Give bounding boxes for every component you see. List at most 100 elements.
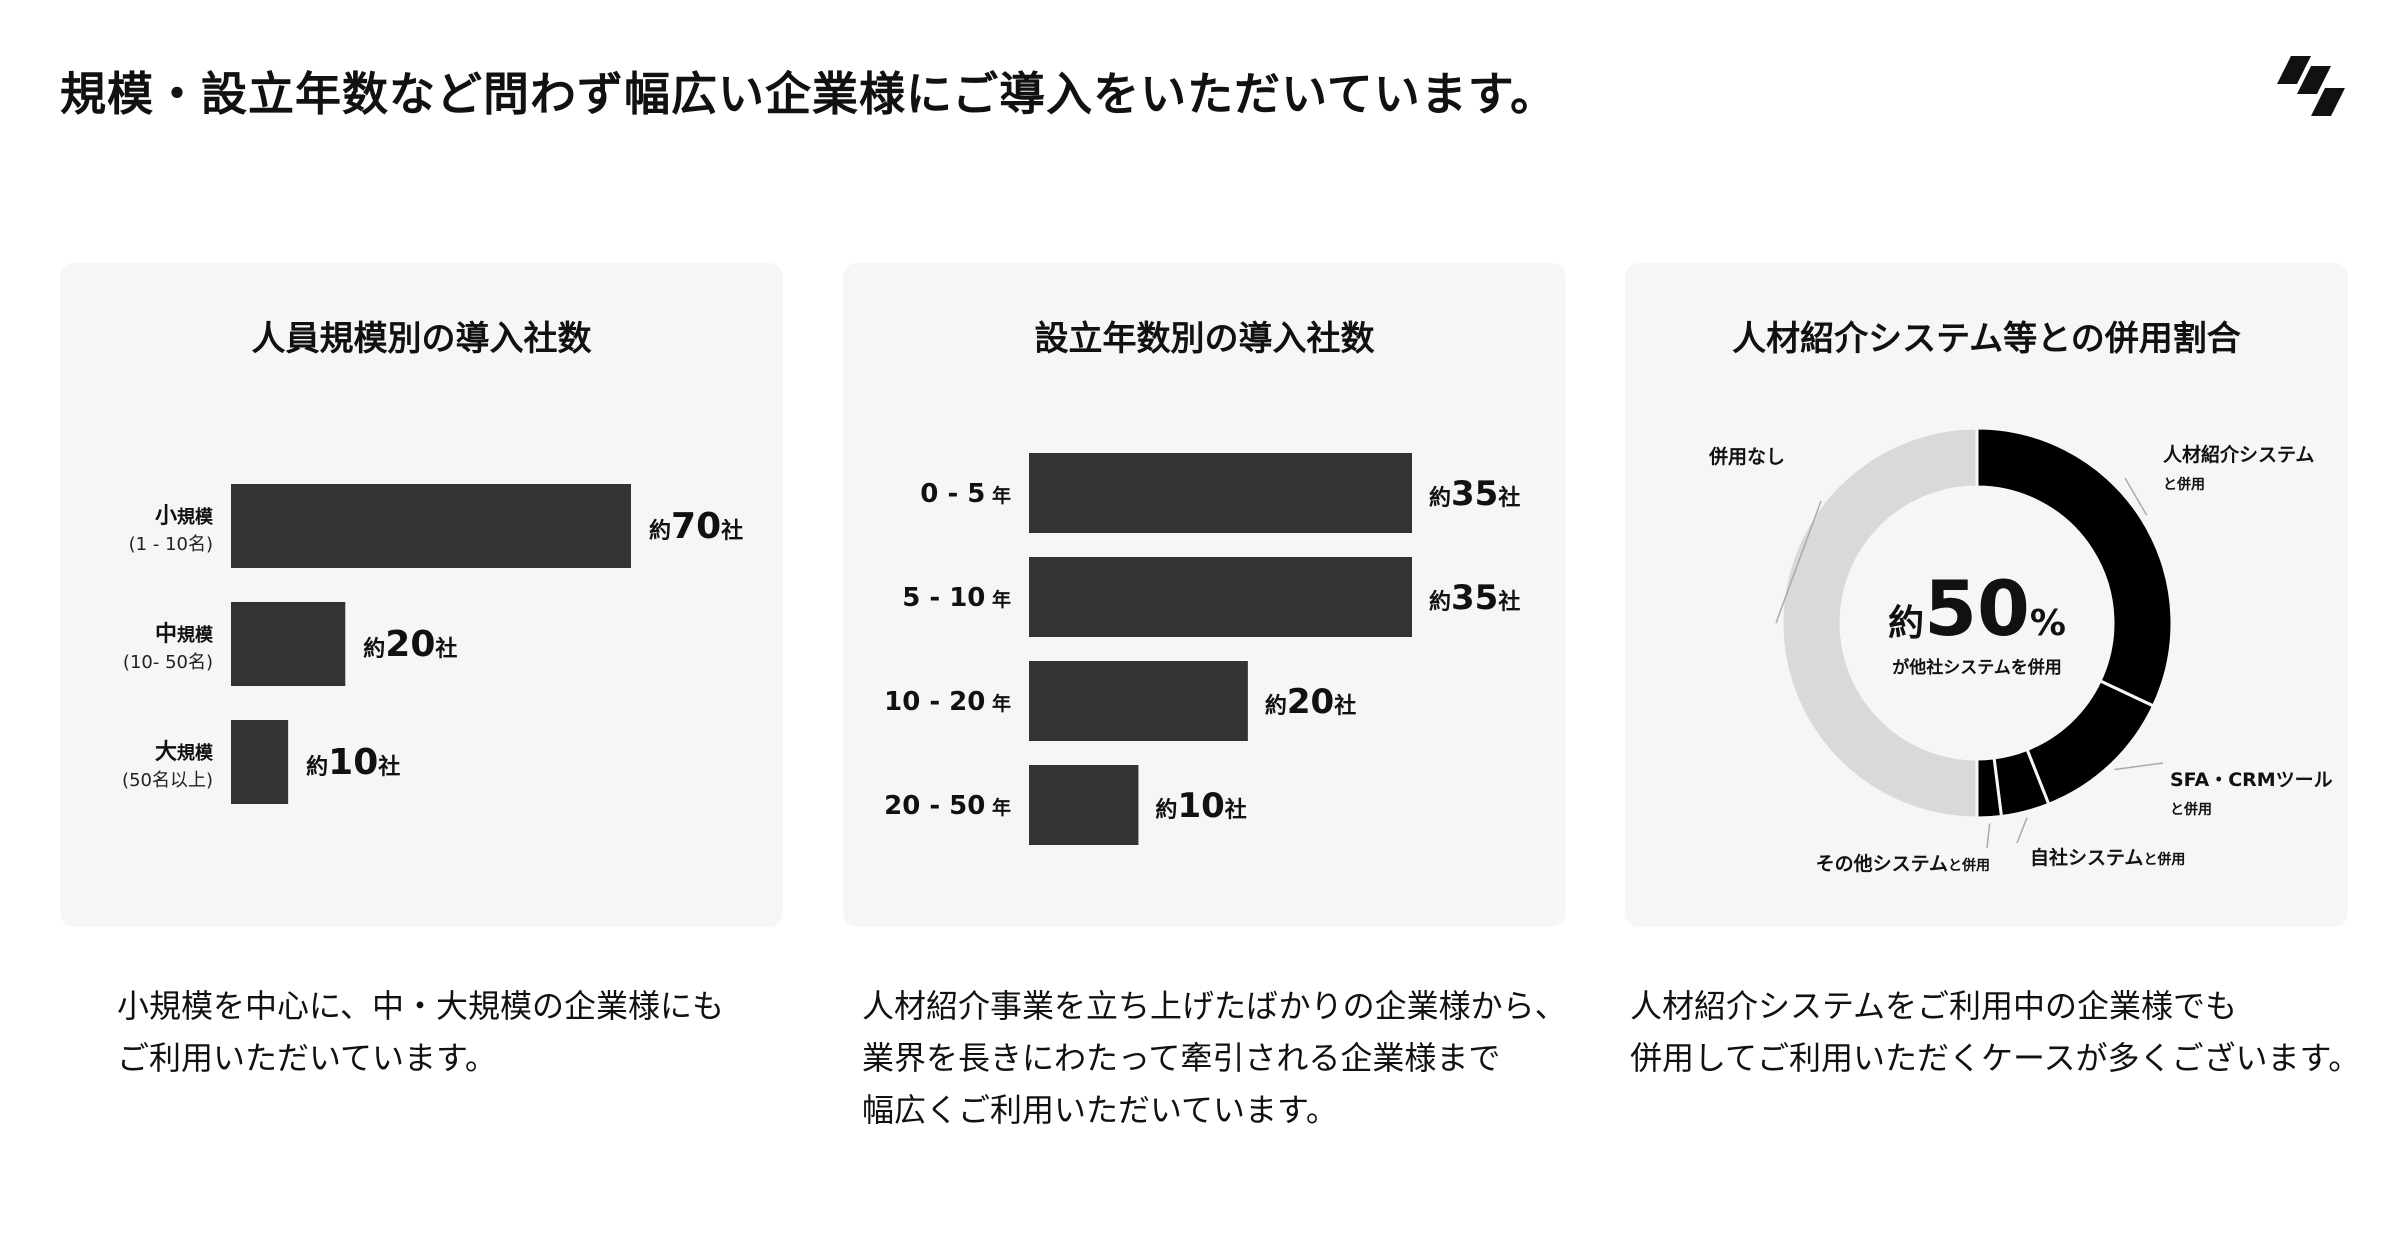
data-label-prefix: 約 (363, 636, 385, 662)
donut-slice (1975, 426, 2174, 709)
tick-label: 20 - 50 年 (884, 791, 1011, 821)
founding-years-description: 人材紹介事業を立ち上げたばかりの企業様から、 業界を長きにわたって牽引される企業… (862, 980, 1567, 1136)
tick-label-rest: 規模 (177, 506, 214, 528)
data-label: 約10社 (1155, 786, 1246, 826)
tick-label-rest: 規模 (177, 624, 214, 646)
bar (1029, 661, 1248, 741)
data-label-prefix: 約 (1429, 589, 1451, 615)
tick-label-range: 5 - 10 (902, 583, 985, 613)
tick-label: 0 - 5 年 (920, 479, 1011, 509)
tick-label-unit: 年 (985, 588, 1011, 611)
data-label-prefix: 約 (306, 754, 328, 780)
slice-label: 併用なし (1708, 445, 1785, 468)
data-label: 約20社 (1265, 682, 1356, 722)
donut-slice (1780, 426, 1979, 820)
chart-title: 設立年数別の導入社数 (1034, 319, 1375, 359)
founding-years-chart-card: 設立年数別の導入社数 0 - 5 年約35社 5 - 10 年約35社 10 - 2… (843, 263, 1566, 927)
company-size-description: 小規模を中心に、中・大規模の企業様にも ご利用いただいています。 (117, 980, 724, 1084)
system-usage-description: 人材紹介システムをご利用中の企業様でも 併用してご利用いただくケースが多くござい… (1630, 980, 2360, 1084)
center-value-prefix: 約 (1888, 603, 1924, 644)
data-label-value: 20 (1287, 682, 1334, 722)
tick-sublabel: (10- 50名) (123, 652, 213, 673)
slice-label-suffix: と併用 (1948, 857, 1990, 874)
data-label-prefix: 約 (1429, 485, 1451, 511)
slice-label-main: 併用なし (1708, 445, 1785, 468)
tick-label-main: 小 (155, 504, 177, 529)
system-usage-chart-card: 人材紹介システム等との併用割合 人材紹介システムと併用 SFA・CRMツールと併用… (1625, 263, 2348, 927)
tick-label: 中規模 (155, 622, 214, 647)
page-title: 規模・設立年数など問わず幅広い企業様にご導入をいただいています。 (60, 67, 1558, 121)
chart-title: 人員規模別の導入社数 (251, 319, 592, 359)
data-label-value: 35 (1451, 578, 1498, 618)
description-line: ご利用いただいています。 (117, 1039, 497, 1077)
center-value-number: 50 (1924, 564, 2030, 653)
data-label-suffix: 社 (1334, 693, 1356, 719)
tick-label-unit: 年 (985, 484, 1011, 507)
slice-label-suffix: と併用 (2163, 476, 2205, 493)
bar (1029, 557, 1412, 637)
founding-years-bar-chart: 0 - 5 年約35社5 - 10 年約35社10 - 20 年約20社20 -… (884, 453, 1520, 845)
data-label-suffix: 社 (1498, 589, 1520, 615)
data-label: 約35社 (1429, 474, 1520, 514)
bar (1029, 765, 1139, 845)
tick-label: 10 - 20 年 (884, 687, 1011, 717)
data-label: 約35社 (1429, 578, 1520, 618)
slice-label-suffix: と併用 (2143, 851, 2185, 868)
data-label-suffix: 社 (1498, 485, 1520, 511)
tick-label-unit: 年 (985, 796, 1011, 819)
slice-label-suffix: と併用 (2170, 801, 2212, 818)
data-label-prefix: 約 (649, 518, 671, 544)
tick-label: 小規模 (155, 504, 214, 529)
leader-line (2124, 477, 2148, 516)
tick-label-range: 10 - 20 (884, 687, 985, 717)
tick-label-main: 中 (155, 622, 177, 647)
data-label-suffix: 社 (435, 636, 457, 662)
leader-line (2114, 762, 2164, 771)
leader-line (1775, 500, 1822, 624)
tick-sublabel: (1 - 10名) (129, 534, 213, 555)
bar (231, 602, 346, 686)
bar (1029, 453, 1412, 533)
slice-label-main: SFA・CRMツール (2170, 769, 2333, 791)
slice-label-main: 人材紹介システム (2163, 443, 2314, 466)
brand-logo (2275, 54, 2347, 122)
description-line: 併用してご利用いただくケースが多くございます。 (1630, 1039, 2361, 1077)
center-caption: が他社システムを併用 (1892, 657, 2062, 678)
slice-label-main: 自社システム (2030, 846, 2143, 869)
slice-label: 自社システムと併用 (2030, 846, 2185, 869)
center-value-unit: % (2030, 603, 2066, 644)
data-label-value: 35 (1451, 474, 1498, 514)
description-line: 小規模を中心に、中・大規模の企業様にも (117, 987, 725, 1025)
description-line: 幅広くご利用いただいています。 (862, 1091, 1338, 1129)
leader-line (2016, 817, 2028, 844)
bar (231, 484, 631, 568)
data-label-prefix: 約 (1155, 797, 1177, 823)
tick-sublabel: (50名以上) (122, 770, 213, 791)
data-label-suffix: 社 (721, 518, 743, 544)
leader-line (1986, 823, 1991, 849)
data-label: 約70社 (649, 506, 743, 547)
data-label-value: 20 (385, 624, 435, 665)
description-line: 人材紹介システムをご利用中の企業様でも (1630, 987, 2238, 1025)
data-label-value: 10 (1177, 786, 1224, 826)
description-line: 業界を長きにわたって牽引される企業様まで (862, 1039, 1501, 1077)
company-size-chart-card: 人員規模別の導入社数 小規模 (1 - 10名) 約70社 中規模 (10- 50名) 約… (60, 263, 783, 927)
data-label-suffix: 社 (1225, 797, 1247, 823)
slice-label: その他システムと併用 (1816, 852, 1990, 875)
slice-label: SFA・CRMツールと併用 (2170, 769, 2333, 818)
bar (231, 720, 289, 804)
data-label-value: 70 (671, 506, 721, 547)
tick-label-main: 大 (155, 740, 177, 765)
slice-label-main: その他システム (1816, 852, 1948, 875)
data-label-prefix: 約 (1265, 693, 1287, 719)
description-line: 人材紹介事業を立ち上げたばかりの企業様から、 (862, 987, 1567, 1025)
tick-label-rest: 規模 (177, 742, 214, 764)
tick-label-range: 0 - 5 (920, 479, 985, 509)
center-value: 約50% (1888, 564, 2066, 653)
tick-label: 大規模 (155, 740, 214, 765)
data-label: 約10社 (306, 742, 400, 783)
data-label-suffix: 社 (378, 754, 400, 780)
data-label: 約20社 (363, 624, 457, 665)
data-label-value: 10 (328, 742, 378, 783)
